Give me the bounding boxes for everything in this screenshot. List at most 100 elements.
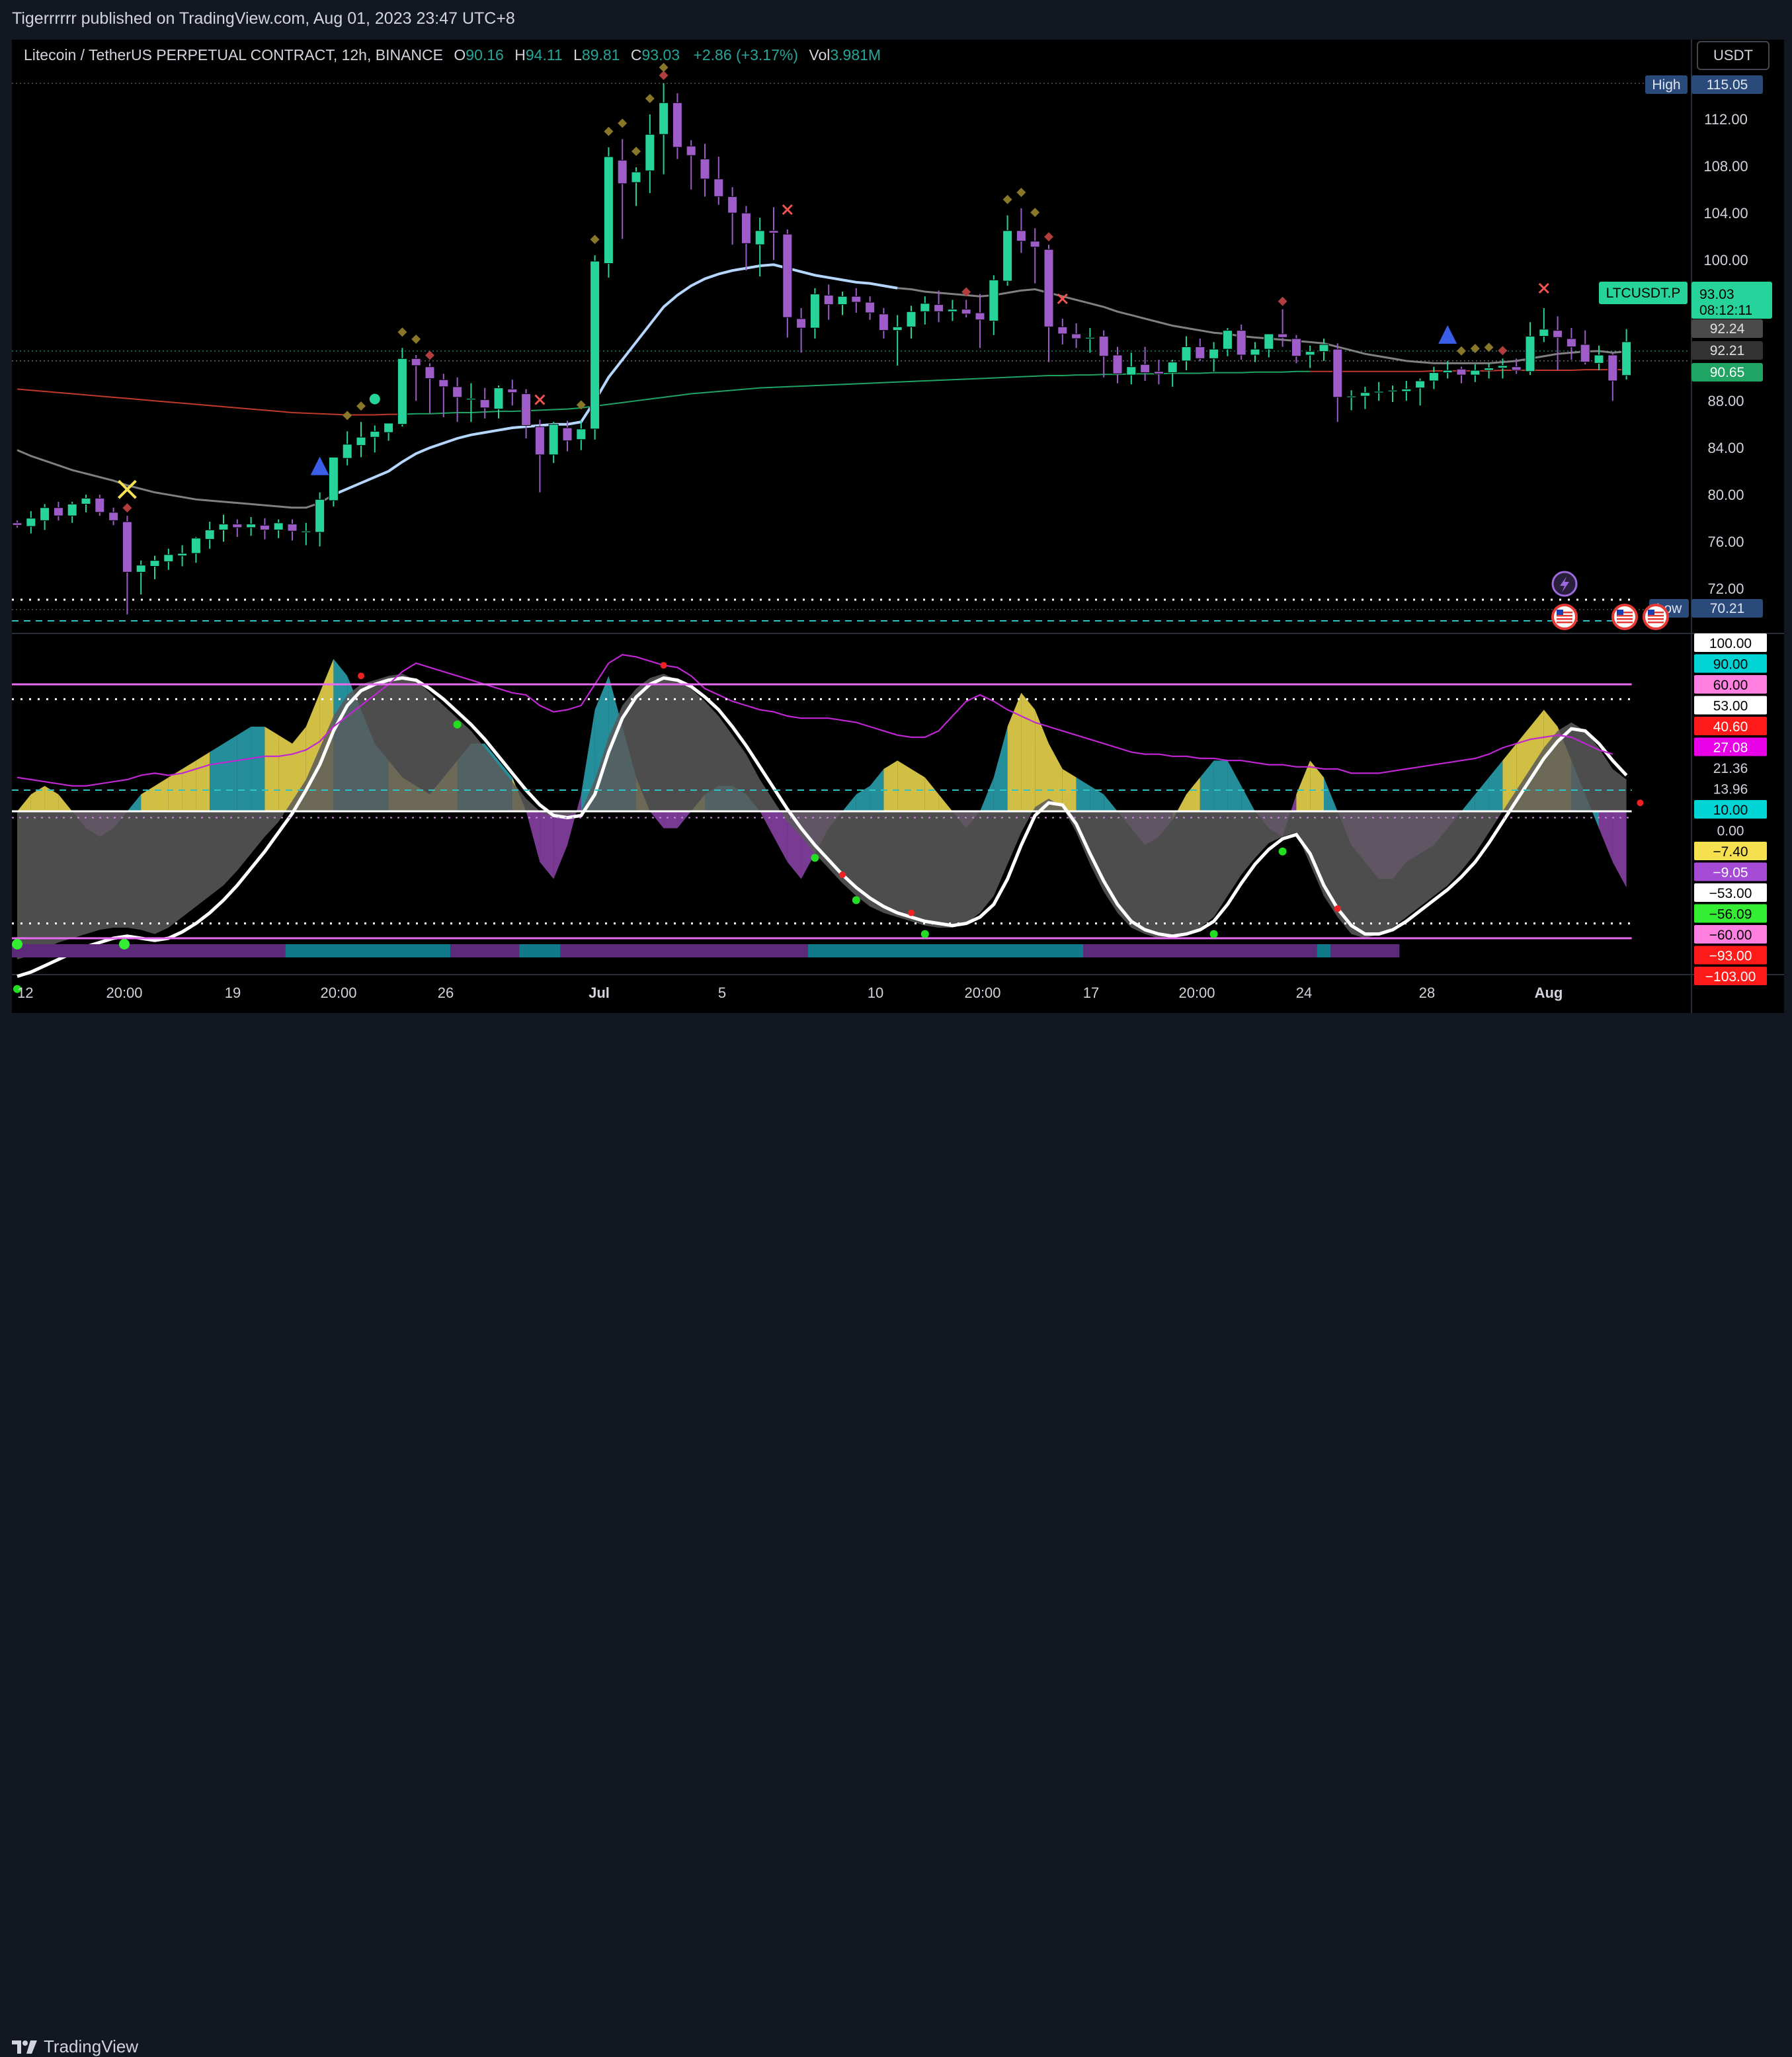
osc-label-bg bbox=[1694, 967, 1767, 985]
money-flow-segment bbox=[980, 777, 994, 811]
candle-body bbox=[1140, 364, 1151, 374]
candle bbox=[328, 456, 339, 506]
money-flow-segment bbox=[1035, 709, 1049, 811]
high-tag-value-bg bbox=[1691, 75, 1763, 94]
candle bbox=[177, 545, 188, 567]
symbol-tag-countdown: 08:12:11 bbox=[1699, 303, 1752, 318]
ma-tag-1-bg bbox=[1691, 319, 1763, 338]
flag-stripe bbox=[1617, 612, 1633, 614]
high-tag-label-bg bbox=[1645, 75, 1688, 94]
candle bbox=[576, 421, 587, 450]
diamond-signal bbox=[1016, 188, 1026, 198]
osc-label: −9.05 bbox=[1713, 866, 1748, 881]
red-x-signal bbox=[1538, 282, 1549, 294]
diamond-signal bbox=[659, 63, 669, 72]
diamond-signal bbox=[631, 146, 641, 156]
candle bbox=[108, 507, 119, 526]
candle bbox=[906, 305, 916, 339]
buy-dot bbox=[1278, 847, 1287, 856]
trend-bar-segment bbox=[450, 944, 520, 957]
diamond-signal bbox=[1457, 346, 1466, 356]
candle bbox=[122, 516, 132, 615]
candle bbox=[1250, 342, 1260, 362]
candle bbox=[631, 167, 641, 206]
candle-body bbox=[1112, 354, 1123, 374]
candle-body bbox=[782, 233, 793, 318]
osc-label-bg bbox=[1694, 946, 1767, 965]
candle bbox=[1332, 343, 1343, 423]
candle-body bbox=[1621, 341, 1632, 376]
money-flow-segment bbox=[938, 794, 953, 811]
candle bbox=[947, 300, 957, 321]
time-label: 20:00 bbox=[320, 985, 356, 1001]
candle-body bbox=[989, 279, 999, 321]
candle bbox=[727, 187, 738, 245]
candle-body bbox=[1305, 351, 1315, 356]
us-flag-event-icon bbox=[1551, 604, 1578, 630]
money-flow-segment bbox=[1090, 786, 1104, 811]
candle bbox=[81, 495, 91, 512]
money-flow-segment bbox=[127, 794, 142, 811]
money-flow-segment bbox=[1049, 743, 1063, 811]
money-flow-segment bbox=[1296, 760, 1311, 811]
candle-body bbox=[920, 303, 930, 312]
money-flow-segment bbox=[856, 786, 870, 811]
money-flow-segment bbox=[1461, 794, 1475, 811]
osc-label-bg bbox=[1694, 862, 1767, 881]
bottom-bar: TradingView bbox=[0, 1013, 1792, 2056]
money-flow-segment bbox=[924, 777, 939, 811]
osc-label: 21.36 bbox=[1713, 761, 1748, 776]
money-flow-segment bbox=[540, 811, 554, 879]
change-value: +2.86 (+3.17%) bbox=[693, 46, 798, 63]
low-label: L bbox=[573, 46, 582, 63]
money-flow-segment bbox=[1186, 777, 1200, 811]
lightning-icon bbox=[1560, 577, 1569, 592]
osc-label: 53.00 bbox=[1713, 699, 1748, 714]
tradingview-logo[interactable]: TradingView bbox=[12, 2037, 138, 2057]
candle-body bbox=[273, 522, 284, 530]
candle-body bbox=[1566, 338, 1576, 348]
candle-body bbox=[411, 358, 421, 366]
candle bbox=[920, 296, 930, 325]
osc-label-bg bbox=[1694, 883, 1767, 902]
oscillator-axis: 100.00 90.00 60.00 53.00 40.60 27.08 21.36 13.9… bbox=[1694, 633, 1767, 985]
chart-svg[interactable]: 112.00108.00104.00100.0096.0088.0084.008… bbox=[0, 0, 1792, 1057]
red-x-signal bbox=[1057, 293, 1068, 304]
osc-label: −56.09 bbox=[1709, 907, 1752, 922]
time-label: 5 bbox=[718, 985, 726, 1001]
time-label: 28 bbox=[1419, 985, 1435, 1001]
candle-body bbox=[1346, 395, 1357, 398]
lightning-event-icon bbox=[1551, 571, 1578, 597]
ma-long-green bbox=[402, 370, 1311, 415]
candle bbox=[301, 522, 311, 545]
candle bbox=[356, 422, 366, 458]
ma-tag-3-bg bbox=[1691, 363, 1763, 382]
currency-button[interactable]: USDT bbox=[1697, 41, 1770, 70]
candle bbox=[1497, 358, 1508, 379]
flag-stripe bbox=[1648, 618, 1664, 620]
candle-body bbox=[562, 427, 573, 442]
trend-dot bbox=[119, 939, 130, 949]
money-flow-segment bbox=[196, 752, 210, 811]
candle-body bbox=[122, 521, 132, 573]
candle-body bbox=[204, 529, 215, 540]
candle-body bbox=[397, 358, 407, 425]
osc-label: 10.00 bbox=[1713, 803, 1748, 818]
money-flow-segment bbox=[1612, 811, 1627, 888]
candle-body bbox=[507, 388, 518, 393]
ema-gray-end bbox=[897, 287, 1627, 364]
candle-body bbox=[878, 313, 889, 331]
money-flow-segment bbox=[993, 727, 1008, 811]
money-flow-segment bbox=[1227, 760, 1242, 811]
candle bbox=[1305, 345, 1315, 368]
price-label: 104.00 bbox=[1703, 205, 1748, 222]
candle bbox=[1126, 352, 1137, 385]
candle bbox=[342, 431, 352, 465]
money-flow-segment bbox=[168, 769, 183, 811]
osc-label-bg bbox=[1694, 800, 1767, 819]
candle bbox=[603, 147, 614, 278]
candle bbox=[1566, 328, 1576, 360]
candle-body bbox=[1553, 330, 1563, 338]
symbol-name[interactable]: Litecoin / TetherUS PERPETUAL CONTRACT, … bbox=[24, 46, 443, 63]
diamond-signal bbox=[343, 411, 352, 421]
